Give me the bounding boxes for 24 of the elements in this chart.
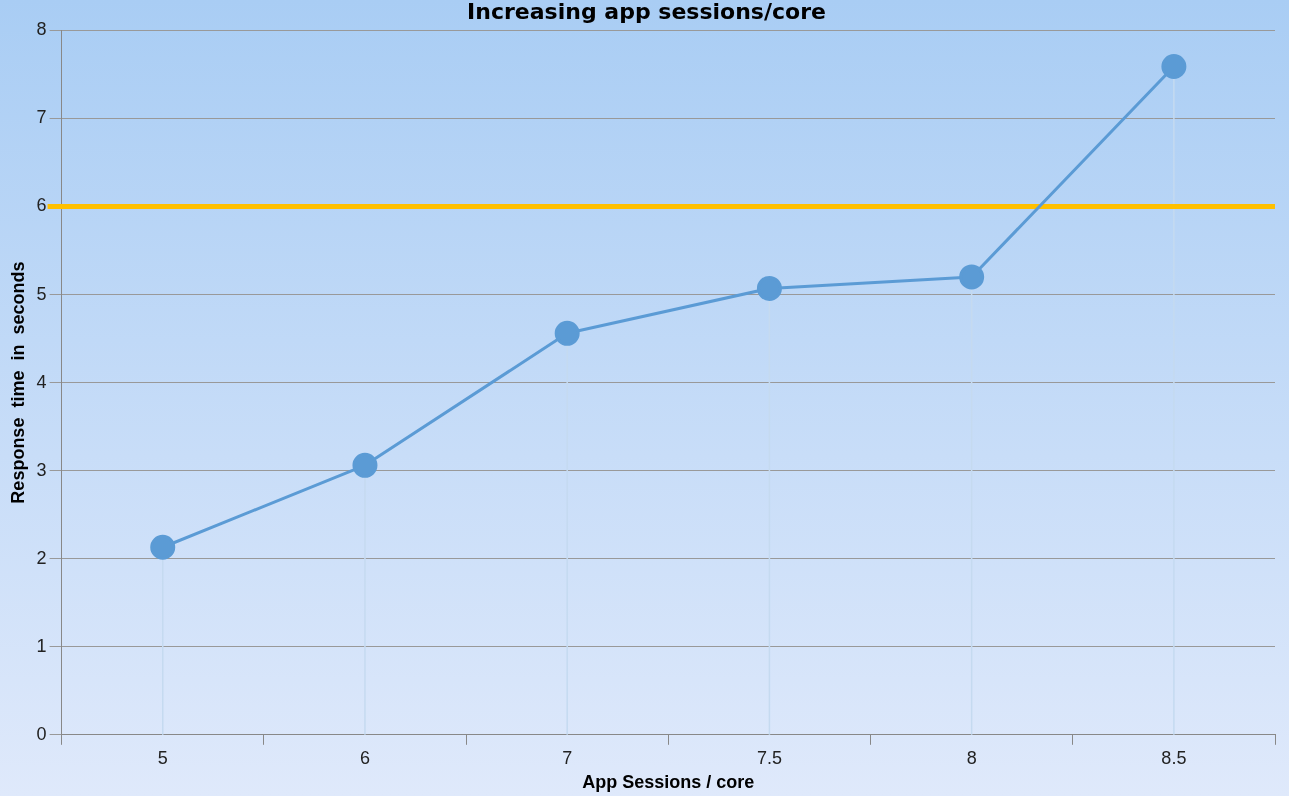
x-tick-label: 7 [562, 747, 573, 768]
y-tick-label: 5 [36, 283, 47, 304]
y-tick-label: 1 [36, 635, 47, 656]
point [554, 320, 580, 346]
y-tick-label: 0 [36, 723, 47, 744]
point [352, 452, 378, 478]
y-tick-label: 3 [36, 459, 47, 480]
x-axis-title: App Sessions / core [582, 772, 755, 793]
y-tick-label: 8 [36, 19, 47, 40]
y-tick-label: 4 [36, 371, 47, 392]
y-tick-label: 7 [36, 107, 47, 128]
y-tick-label: 2 [36, 547, 47, 568]
point [959, 264, 985, 290]
point [150, 534, 176, 560]
x-tick-label: 6 [359, 747, 370, 768]
x-tick-label: 8.5 [1161, 747, 1187, 768]
chart-title: Increasing app sessions/core [467, 0, 826, 24]
point [1161, 54, 1187, 79]
x-tick-label: 8 [966, 747, 977, 768]
x-tick-label: 5 [157, 747, 168, 768]
y-axis-title: Response time in seconds [7, 261, 28, 504]
x-tick-label: 7.5 [756, 747, 782, 768]
y-tick-label: 6 [36, 195, 47, 216]
point [756, 275, 782, 301]
